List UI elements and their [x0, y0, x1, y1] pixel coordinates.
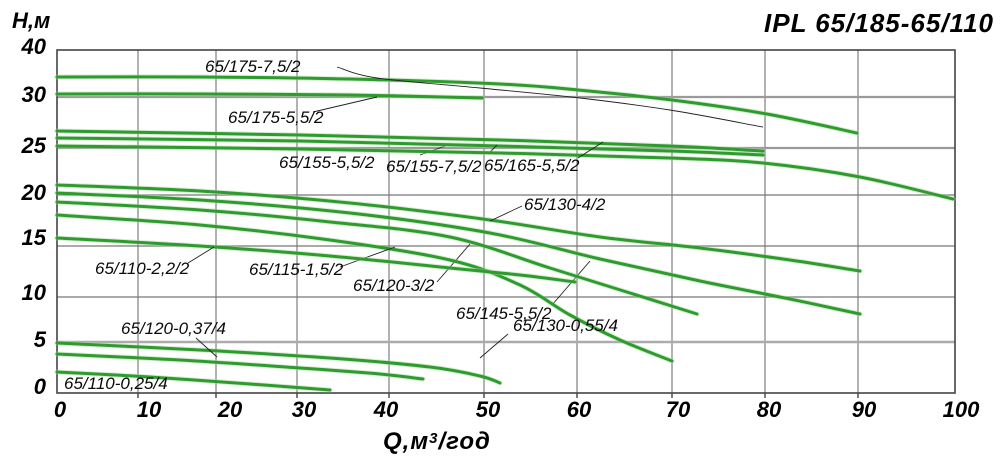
y-tick-label: 25	[21, 133, 47, 158]
curve-label: 65/110-0,25/4	[64, 374, 168, 393]
x-tick-label: 50	[476, 397, 501, 422]
leader-line	[339, 246, 396, 268]
plot-frame	[56, 49, 956, 394]
curve-label: 65/120-0,37/4	[121, 319, 226, 338]
curve-label: 65/120-3/2	[353, 276, 435, 295]
pump-curve	[55, 75, 859, 135]
leader-line	[195, 337, 218, 358]
pump-curve	[55, 352, 425, 381]
leader-line	[187, 246, 215, 264]
curve-label: 65/145-5,5/2	[456, 304, 552, 323]
pump-curve-halo	[54, 74, 860, 136]
pump-curve	[55, 136, 765, 157]
x-tick-label: 90	[852, 397, 877, 422]
y-tick-label: 40	[21, 34, 47, 59]
leader-line	[336, 66, 764, 128]
x-axis-title: Q,м3/год	[383, 428, 491, 456]
x-tick-label: 30	[292, 397, 317, 422]
x-axis-title-units: /год	[438, 428, 491, 455]
y-tick-label: 10	[22, 280, 47, 305]
leader-line	[489, 205, 523, 222]
curve-label: 65/175-5,5/2	[228, 108, 324, 127]
chart-title: IPL 65/185-65/110	[764, 8, 994, 38]
x-tick-label: 60	[567, 397, 592, 422]
curve-label: 65/155-5,5/2	[279, 153, 375, 172]
pump-curve	[55, 341, 502, 385]
pump-curve	[55, 191, 862, 316]
x-tick-label: 100	[943, 397, 980, 422]
pump-curve	[55, 213, 674, 363]
x-tick-label: 0	[54, 397, 67, 422]
y-tick-label: 5	[34, 327, 47, 352]
leader-line	[436, 243, 471, 283]
curve-label: 65/155-7,5/2	[386, 157, 482, 176]
leader-line	[551, 260, 591, 306]
curve-label: 65/130-0,55/4	[513, 316, 618, 335]
leader-line	[312, 96, 378, 113]
pump-curve	[55, 92, 484, 100]
pump-curve	[55, 183, 862, 273]
curve-label: 65/175-7,5/2	[205, 57, 301, 76]
y-axis-title: Н,м	[12, 8, 51, 33]
x-tick-label: 10	[137, 397, 162, 422]
pump-curve	[55, 144, 955, 201]
x-tick-label: 80	[757, 397, 782, 422]
x-tick-label: 70	[666, 397, 691, 422]
y-tick-label: 30	[22, 82, 47, 107]
curve-label: 65/130-4/2	[524, 195, 606, 214]
curve-label: 65/110-2,2/2	[95, 259, 190, 278]
y-tick-label: 20	[21, 180, 47, 205]
pump-curve	[55, 129, 765, 153]
y-tick-label: 0	[34, 374, 47, 399]
x-axis-title-exponent: 3	[429, 430, 439, 447]
leader-line	[479, 333, 509, 359]
leader-line	[577, 141, 604, 159]
x-tick-label: 20	[217, 397, 243, 422]
x-axis-title-main: Q,м	[383, 428, 430, 455]
y-tick-label: 15	[22, 225, 47, 250]
pump-curve	[55, 370, 332, 392]
pump-curve	[55, 200, 699, 316]
curve-label: 65/115-1,5/2	[249, 260, 344, 279]
curve-label: 65/165-5,5/2	[484, 156, 580, 175]
pump-curve	[55, 236, 577, 284]
x-tick-label: 40	[373, 397, 399, 422]
